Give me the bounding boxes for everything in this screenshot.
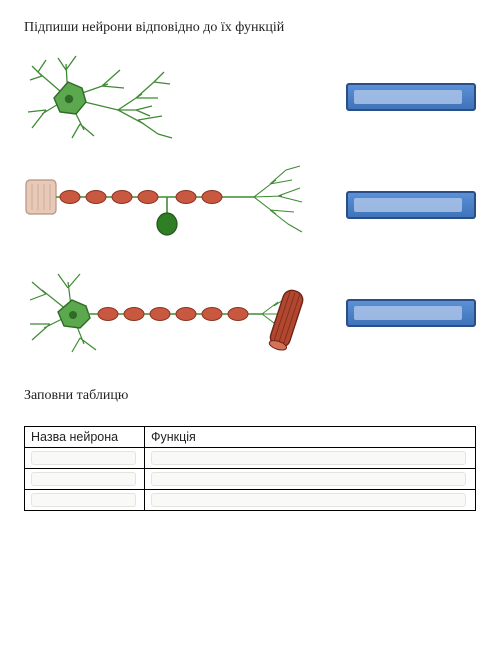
neuron-1-answer-box[interactable] xyxy=(346,83,476,111)
neuron-3-answer-box[interactable] xyxy=(346,299,476,327)
neuron-row-2 xyxy=(24,166,476,244)
function-input-1[interactable] xyxy=(151,451,466,465)
sub-heading: Заповни таблицю xyxy=(24,388,476,404)
table-row xyxy=(25,490,476,511)
table-row xyxy=(25,469,476,490)
neuron-diagram-2 xyxy=(24,166,324,244)
neuron-row-1 xyxy=(24,54,476,140)
name-input-2[interactable] xyxy=(31,472,136,486)
table-header-row: Назва нейрона Функція xyxy=(25,427,476,448)
function-input-2[interactable] xyxy=(151,472,466,486)
name-input-3[interactable] xyxy=(31,493,136,507)
neuron-2-answer-box[interactable] xyxy=(346,191,476,219)
page-title: Підпиши нейрони відповідно до їх функцій xyxy=(24,20,476,36)
table-header-function: Функція xyxy=(145,427,476,448)
neuron-row-3 xyxy=(24,270,476,356)
neuron-diagram-1 xyxy=(24,54,324,140)
table-row xyxy=(25,448,476,469)
neuron-diagram-3 xyxy=(24,270,324,356)
worksheet-table: Назва нейрона Функція xyxy=(24,426,476,511)
table-header-name: Назва нейрона xyxy=(25,427,145,448)
name-input-1[interactable] xyxy=(31,451,136,465)
function-input-3[interactable] xyxy=(151,493,466,507)
